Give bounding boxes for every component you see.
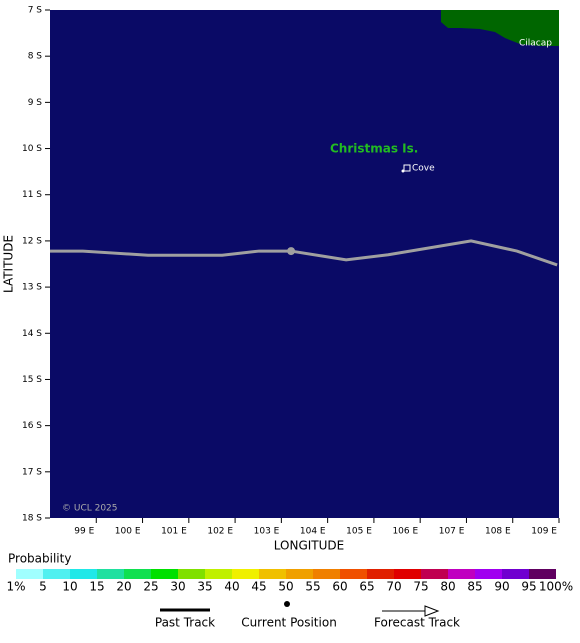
probability-label: 40 bbox=[224, 580, 239, 594]
probability-label: 25 bbox=[143, 580, 158, 594]
copyright: © UCL 2025 bbox=[62, 504, 118, 514]
probability-swatch bbox=[259, 569, 286, 579]
y-tick-label: 8 S bbox=[28, 52, 43, 62]
probability-swatch bbox=[502, 569, 529, 579]
probability-label: 80 bbox=[440, 580, 455, 594]
x-tick-label: 100 E bbox=[115, 527, 141, 537]
probability-label: 70 bbox=[386, 580, 401, 594]
probability-label: 60 bbox=[332, 580, 347, 594]
y-tick-label: 10 S bbox=[22, 144, 42, 154]
arrow-head bbox=[424, 605, 440, 617]
probability-swatch bbox=[232, 569, 259, 579]
probability-swatch bbox=[124, 569, 151, 579]
probability-swatch bbox=[448, 569, 475, 579]
place-label: Cove bbox=[412, 164, 435, 174]
probability-swatch bbox=[367, 569, 394, 579]
legend-item: Current Position bbox=[241, 616, 337, 630]
probability-swatch bbox=[313, 569, 340, 579]
place-label: Christmas Is. bbox=[330, 142, 418, 156]
probability-label: 95 bbox=[521, 580, 536, 594]
probability-swatch bbox=[475, 569, 502, 579]
probability-swatch bbox=[16, 569, 43, 579]
legend-item: Forecast Track bbox=[374, 616, 460, 630]
y-axis-label: LATITUDE bbox=[2, 235, 16, 293]
probability-label: 30 bbox=[170, 580, 185, 594]
place-label: Cilacap bbox=[519, 39, 552, 49]
probability-label: 90 bbox=[494, 580, 509, 594]
probability-label: 35 bbox=[197, 580, 212, 594]
probability-label: 10 bbox=[62, 580, 77, 594]
y-tick-label: 14 S bbox=[22, 329, 42, 339]
probability-label: 75 bbox=[413, 580, 428, 594]
x-tick-label: 107 E bbox=[439, 527, 465, 537]
probability-label: 100% bbox=[539, 580, 573, 594]
probability-swatch bbox=[394, 569, 421, 579]
probability-label: 15 bbox=[89, 580, 104, 594]
probability-swatch bbox=[340, 569, 367, 579]
x-tick-label: 99 E bbox=[74, 527, 94, 537]
town-marker bbox=[403, 164, 411, 172]
current-position bbox=[287, 247, 296, 256]
legend-title: Probability bbox=[8, 552, 71, 566]
x-tick-label: 108 E bbox=[485, 527, 511, 537]
probability-label: 85 bbox=[467, 580, 482, 594]
y-tick-label: 11 S bbox=[22, 190, 42, 200]
ocean bbox=[50, 10, 559, 518]
probability-swatch bbox=[421, 569, 448, 579]
probability-swatch bbox=[43, 569, 70, 579]
probability-swatch bbox=[151, 569, 178, 579]
probability-swatch bbox=[529, 569, 556, 579]
probability-swatch bbox=[70, 569, 97, 579]
y-tick-label: 7 S bbox=[28, 6, 43, 16]
x-tick-label: 106 E bbox=[392, 527, 418, 537]
probability-label: 55 bbox=[305, 580, 320, 594]
y-tick-label: 18 S bbox=[22, 514, 42, 524]
y-tick-label: 13 S bbox=[22, 283, 42, 293]
x-tick-label: 109 E bbox=[531, 527, 557, 537]
probability-swatch bbox=[178, 569, 205, 579]
probability-label: 20 bbox=[116, 580, 131, 594]
x-tick-label: 104 E bbox=[300, 527, 326, 537]
probability-label: 5 bbox=[39, 580, 47, 594]
y-tick-label: 15 S bbox=[22, 375, 42, 385]
x-axis-label: LONGITUDE bbox=[274, 539, 344, 553]
probability-label: 65 bbox=[359, 580, 374, 594]
probability-label: 45 bbox=[251, 580, 266, 594]
probability-label: 50 bbox=[278, 580, 293, 594]
probability-swatch bbox=[97, 569, 124, 579]
current-position-key bbox=[284, 601, 290, 607]
legend-item: Past Track bbox=[155, 616, 215, 630]
y-tick-label: 17 S bbox=[22, 467, 42, 477]
x-tick-label: 102 E bbox=[207, 527, 233, 537]
land bbox=[441, 10, 559, 46]
y-tick-label: 12 S bbox=[22, 236, 42, 246]
y-tick-label: 16 S bbox=[22, 421, 42, 431]
probability-swatch bbox=[286, 569, 313, 579]
probability-swatch bbox=[205, 569, 232, 579]
x-tick-label: 101 E bbox=[161, 527, 187, 537]
x-tick-label: 105 E bbox=[346, 527, 372, 537]
y-tick-label: 9 S bbox=[28, 98, 43, 108]
x-tick-label: 103 E bbox=[254, 527, 280, 537]
probability-label: 1% bbox=[6, 580, 25, 594]
